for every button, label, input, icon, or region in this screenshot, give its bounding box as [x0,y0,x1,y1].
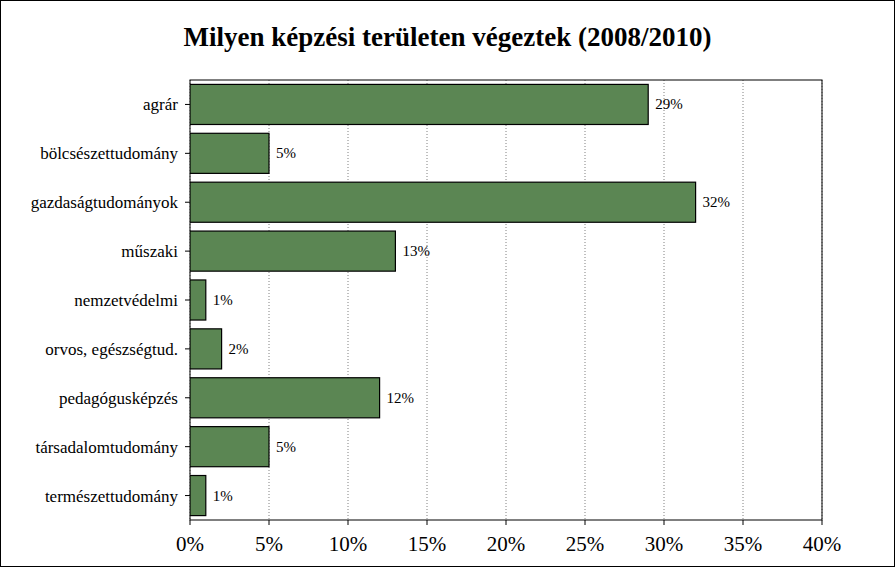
category-tick [185,495,190,496]
chart-root: Milyen képzési területen végeztek (2008/… [0,0,895,567]
bar [190,182,696,222]
category-label: műszaki [121,242,178,261]
bar [190,133,269,173]
category-label: természettudomány [45,487,179,506]
title: Milyen képzési területen végeztek (2008/… [184,22,712,52]
category-tick [185,202,190,203]
tick-mark [190,520,191,525]
tick-label: 25% [566,532,605,556]
category-tick [185,104,190,105]
tick-label: 20% [487,532,526,556]
tick-label: 15% [408,532,447,556]
bar [190,329,222,369]
category-tick [185,300,190,301]
bar [190,427,269,467]
category-label: bölcsészettudomány [40,144,178,163]
category-label: gazdaságtudományok [31,193,179,212]
category-tick [185,397,190,398]
category-label: társadalomtudomány [35,438,178,457]
data-label: 12% [387,390,415,406]
tick-label: 0% [176,532,204,556]
grid-line [743,80,744,520]
data-label: 1% [213,292,233,308]
tick-label: 35% [724,532,763,556]
grid-line [664,80,665,520]
tick-label: 40% [803,532,842,556]
grid-line [506,80,507,520]
tick-label: 5% [255,532,283,556]
labels: agrár 29% bölcsészettudomány 5% gazdaságtudo… [31,95,730,505]
category-label: pedagógusképzés [59,389,178,408]
category-tick [185,348,190,349]
plot-frame [190,80,822,520]
bar [190,84,648,124]
category-label: agrár [143,95,178,114]
grid-line [427,80,428,520]
tick-mark [348,520,349,525]
tick-mark [585,520,586,525]
grid [190,80,822,525]
data-label: 29% [655,96,683,112]
category-label: nemzetvédelmi [74,291,178,310]
tick-label: 10% [329,532,368,556]
tick-mark [506,520,507,525]
tick-mark [664,520,665,525]
tick-mark [743,520,744,525]
data-label: 5% [276,145,296,161]
category-label: orvos, egészségtud. [45,340,178,359]
tick-mark [822,520,823,525]
category-tick [185,446,190,447]
bar [190,378,380,418]
data-label: 32% [703,194,731,210]
category-tick [185,251,190,252]
data-label: 2% [229,341,249,357]
grid-line [585,80,586,520]
tick-mark [427,520,428,525]
data-label: 5% [276,439,296,455]
chart: Milyen képzési területen végeztek (2008/… [0,0,895,567]
grid-line [348,80,349,520]
data-label: 1% [213,488,233,504]
bars [190,84,696,515]
bar [190,231,395,271]
bar [190,476,206,516]
tick-label: 30% [645,532,684,556]
data-label: 13% [402,243,430,259]
category-tick [185,153,190,154]
background [1,1,895,567]
tick-mark [269,520,270,525]
bar [190,280,206,320]
